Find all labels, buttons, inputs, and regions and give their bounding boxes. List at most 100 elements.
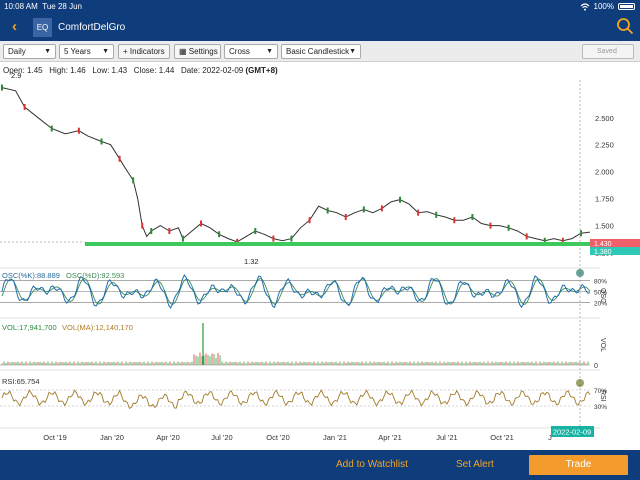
candle — [132, 177, 135, 184]
crosshair-select[interactable]: Cross ▼ — [224, 44, 278, 59]
candle — [362, 206, 365, 213]
chevron-down-icon: ▼ — [102, 48, 109, 55]
high-label: 2.9 — [11, 71, 21, 80]
app-header: 10:08 AM Tue 28 Jun 100% ‹ EQ ComfortDel… — [0, 0, 640, 41]
candle — [168, 228, 171, 235]
last-price-badge — [590, 239, 640, 247]
page-title: ComfortDelGro — [58, 22, 126, 33]
range-select[interactable]: 5 Years ▼ — [59, 44, 114, 59]
osc-k-label: OSC(%K):88.889 — [2, 271, 60, 280]
volume-zero-label: 0 — [594, 363, 598, 370]
osc-level-label: 50% — [594, 290, 607, 297]
candle — [399, 196, 402, 203]
candle — [543, 237, 546, 244]
x-tick-label: Oct '20 — [266, 433, 290, 442]
candle — [290, 235, 293, 242]
candle — [141, 222, 144, 229]
candle — [471, 214, 474, 221]
candle — [561, 237, 564, 244]
equity-badge: EQ — [33, 18, 52, 37]
osc-axis-label: OSC — [599, 288, 606, 303]
price-tick-label: 1.500 — [595, 222, 614, 231]
x-tick-label: Apr '21 — [378, 433, 402, 442]
ohlc-high: 1.46 — [70, 66, 86, 75]
prev-price-label: 1.380 — [594, 249, 612, 256]
candle — [118, 155, 121, 162]
ohlc-close: 1.44 — [158, 66, 175, 75]
candle — [1, 84, 3, 91]
stock-chart[interactable]: Oct '19 Jan '20 Apr '20 Jul '20 Oct '20 Jan '… — [0, 62, 640, 450]
rsi-level-label: 30% — [594, 404, 607, 411]
candle — [77, 127, 80, 134]
rsi-axis-label: RSI — [599, 390, 606, 402]
interval-value: Daily — [8, 47, 26, 56]
trade-button[interactable]: Trade — [529, 455, 628, 475]
ohlc-readout: Open: 1.45 High: 1.46 Low: 1.43 Close: 1… — [3, 66, 278, 75]
candle — [489, 222, 492, 229]
price-tick-label: 2.250 — [595, 141, 614, 150]
chart-toolbar: Daily ▼ 5 Years ▼ + Indicators ▦ Settings … — [0, 41, 640, 62]
rsi-level-label: 70% — [594, 388, 607, 395]
chart-style-select[interactable]: Basic Candlestick ▼ — [281, 44, 361, 59]
wifi-icon — [580, 2, 589, 11]
candle — [23, 103, 26, 110]
x-tick-label: Jul '21 — [436, 433, 457, 442]
candle — [100, 138, 103, 145]
range-value: 5 Years — [64, 47, 91, 56]
candle — [50, 125, 53, 132]
x-tick-label: Apr '20 — [156, 433, 180, 442]
settings-icon: ▦ — [179, 47, 187, 56]
status-time: 10:08 AM Tue 28 Jun — [4, 2, 82, 11]
back-button[interactable]: ‹ — [12, 18, 17, 35]
add-to-watchlist-button[interactable]: Add to Watchlist — [336, 459, 408, 470]
cursor-rsi-marker — [576, 379, 584, 387]
settings-label: Settings — [188, 47, 218, 56]
candle — [308, 217, 311, 224]
search-icon[interactable] — [616, 17, 634, 35]
candle — [417, 209, 420, 216]
rsi-label: RSI:65.754 — [2, 377, 40, 386]
osc-level-label: 20% — [594, 301, 607, 308]
candle — [326, 207, 329, 214]
settings-button[interactable]: ▦ Settings — [174, 44, 221, 59]
low-label: 1.32 — [244, 257, 259, 266]
chevron-down-icon: ▼ — [266, 48, 273, 55]
saved-label: Saved — [597, 48, 617, 55]
chart-style-value: Basic Candlestick — [286, 47, 350, 56]
status-clock: 10:08 AM — [4, 2, 38, 11]
price-series — [1, 87, 591, 243]
volume-label: VOL:17,941,700 — [2, 323, 57, 332]
candle — [380, 205, 383, 212]
cursor-osc-marker — [576, 269, 584, 277]
x-tick-label: Jul '20 — [211, 433, 232, 442]
cursor-date-badge — [551, 426, 594, 437]
action-bar: Add to Watchlist Set Alert Trade — [0, 450, 640, 480]
ohlc-open: 1.45 — [27, 66, 43, 75]
saved-button[interactable]: Saved — [582, 44, 634, 59]
ohlc-date: 2022-02-09 — [202, 66, 244, 75]
price-tick-label: 2.500 — [595, 114, 614, 123]
status-date: Tue 28 Jun — [42, 2, 82, 11]
set-alert-button[interactable]: Set Alert — [456, 459, 494, 470]
interval-select[interactable]: Daily ▼ — [3, 44, 56, 59]
candle — [272, 235, 275, 242]
battery-icon — [618, 3, 635, 10]
price-tick-label: 1.750 — [595, 195, 614, 204]
indicators-button[interactable]: + Indicators — [118, 44, 170, 59]
x-tick-label: Jan '21 — [323, 433, 347, 442]
plus-icon: + — [123, 47, 128, 56]
osc-level-label: 80% — [594, 278, 607, 285]
prev-price-badge — [590, 247, 640, 255]
x-tick-label: Jan '20 — [100, 433, 124, 442]
x-tick-label: Oct '21 — [490, 433, 514, 442]
ohlc-low: 1.43 — [111, 66, 128, 75]
volume-axis-label: VOL — [599, 338, 606, 352]
chevron-down-icon: ▼ — [44, 48, 51, 55]
osc-k-line — [1, 274, 591, 309]
candle — [200, 220, 203, 227]
ohlc-timezone: (GMT+8) — [245, 66, 278, 75]
candle — [435, 211, 438, 218]
candle — [507, 224, 510, 231]
x-tick-label: J — [548, 433, 552, 442]
candle — [254, 228, 257, 235]
